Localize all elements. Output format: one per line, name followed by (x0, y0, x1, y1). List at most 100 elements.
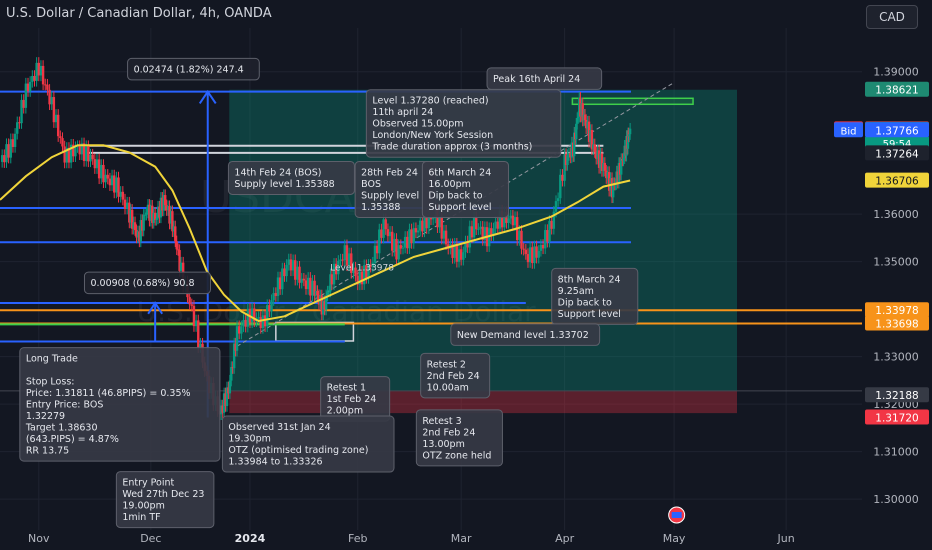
currency-button[interactable]: CAD (866, 5, 918, 29)
candle-body (115, 177, 118, 193)
candle-body (393, 238, 396, 251)
candle-body (171, 211, 174, 232)
note-level-reached-text: Trade duration approx (3 months) (371, 142, 532, 153)
candle-body (369, 264, 372, 267)
candle-body (117, 177, 120, 197)
candle-body (268, 305, 271, 312)
note-6march-text: 16.00pm (428, 179, 470, 190)
candle-body (337, 260, 340, 275)
candle-body (403, 236, 407, 248)
measure-label-top[interactable]: 0.02474 (1.82%) 247.4 (127, 57, 260, 81)
candle-body (347, 253, 351, 266)
y-tick-label: 1.35000 (873, 256, 919, 269)
candle-body (520, 230, 523, 249)
note-28feb-text: 1.35388 (361, 202, 400, 213)
y-tick-label: 1.33000 (873, 351, 919, 364)
peak-box (571, 97, 694, 106)
measure-label-mid[interactable]: 0.00908 (0.68%) 90.8 (83, 271, 211, 295)
note-long-trade-text: 1.32279 (26, 411, 65, 422)
candle-body (24, 83, 28, 108)
candle-body (125, 202, 129, 209)
x-tick-label: Dec (140, 532, 161, 545)
note-14feb[interactable]: 14th Feb 24 (BOS)Supply level 1.35388 (227, 160, 355, 195)
candle-body (455, 243, 459, 262)
candle-body (78, 146, 81, 155)
note-8march-text: 8th March 24 (558, 274, 621, 285)
candle-body (416, 230, 420, 233)
candle-body (444, 230, 448, 245)
candle-body (311, 280, 314, 296)
note-peak[interactable]: Peak 16th April 24 (486, 67, 603, 90)
candle-body (285, 264, 288, 277)
candle-body (74, 147, 77, 157)
candle-body (412, 228, 415, 244)
candle-body (322, 301, 325, 315)
moving-average-line (0, 144, 631, 323)
candle-body (475, 217, 478, 230)
note-long-trade[interactable]: Long Trade Stop Loss:Price: 1.31811 (46.8… (19, 347, 221, 462)
candle-body (599, 153, 602, 168)
candle-body (165, 205, 168, 211)
candle-body (561, 174, 564, 181)
candle-body (231, 367, 234, 369)
candle-body (526, 254, 530, 263)
candle-body (559, 174, 562, 199)
note-retest-3-box (415, 409, 503, 467)
candle-body (453, 243, 456, 258)
candle-body (113, 175, 116, 193)
candle-body (339, 259, 342, 261)
candle-body (362, 265, 366, 285)
candle-body (135, 230, 138, 238)
candle-body (67, 147, 71, 163)
candle-body (276, 277, 280, 297)
candle-body (106, 174, 109, 179)
candle-body (386, 229, 390, 237)
candle-body (341, 259, 344, 261)
note-long-trade-text: Entry Price: BOS (26, 400, 104, 411)
candle-body (533, 246, 536, 264)
candle-body (56, 114, 60, 137)
candle-body (541, 244, 545, 249)
candle-body (330, 274, 334, 285)
candle-body (230, 367, 233, 381)
candle-body (188, 297, 191, 305)
note-retest-3-text: Retest 3 (422, 416, 461, 427)
candle-body (567, 153, 571, 156)
candle-body (522, 248, 525, 250)
candle-body (352, 267, 355, 273)
note-new-demand-text: New Demand level 1.33702 (457, 330, 589, 341)
candle-body (289, 259, 293, 271)
candle-body (146, 204, 150, 213)
note-new-demand[interactable]: New Demand level 1.33702 (450, 323, 601, 346)
candle-body (39, 65, 43, 76)
price-tag-label: 1.36706 (875, 176, 919, 188)
candle-body (401, 247, 405, 249)
y-tick-label: 1.30000 (873, 493, 919, 506)
candle-body (33, 75, 36, 81)
note-retest-3-text: 2nd Feb 24 (422, 427, 475, 438)
candle-body (132, 222, 135, 229)
candle-body (221, 405, 224, 413)
candle-body (234, 343, 237, 351)
note-level-reached[interactable]: Level 1.37280 (reached)11th april 24Obse… (365, 89, 562, 158)
candle-body (440, 216, 443, 239)
candle-body (414, 228, 418, 233)
candle-body (358, 271, 362, 285)
candle-body (139, 220, 142, 242)
candle-body (46, 84, 49, 90)
candle-body (16, 122, 19, 134)
price-tag-label: 1.32188 (875, 390, 918, 402)
note-entry-point-box (115, 471, 215, 529)
note-6march-text: 6th March 24 (428, 167, 491, 178)
candle-body (531, 247, 534, 264)
candle-body (375, 245, 379, 254)
